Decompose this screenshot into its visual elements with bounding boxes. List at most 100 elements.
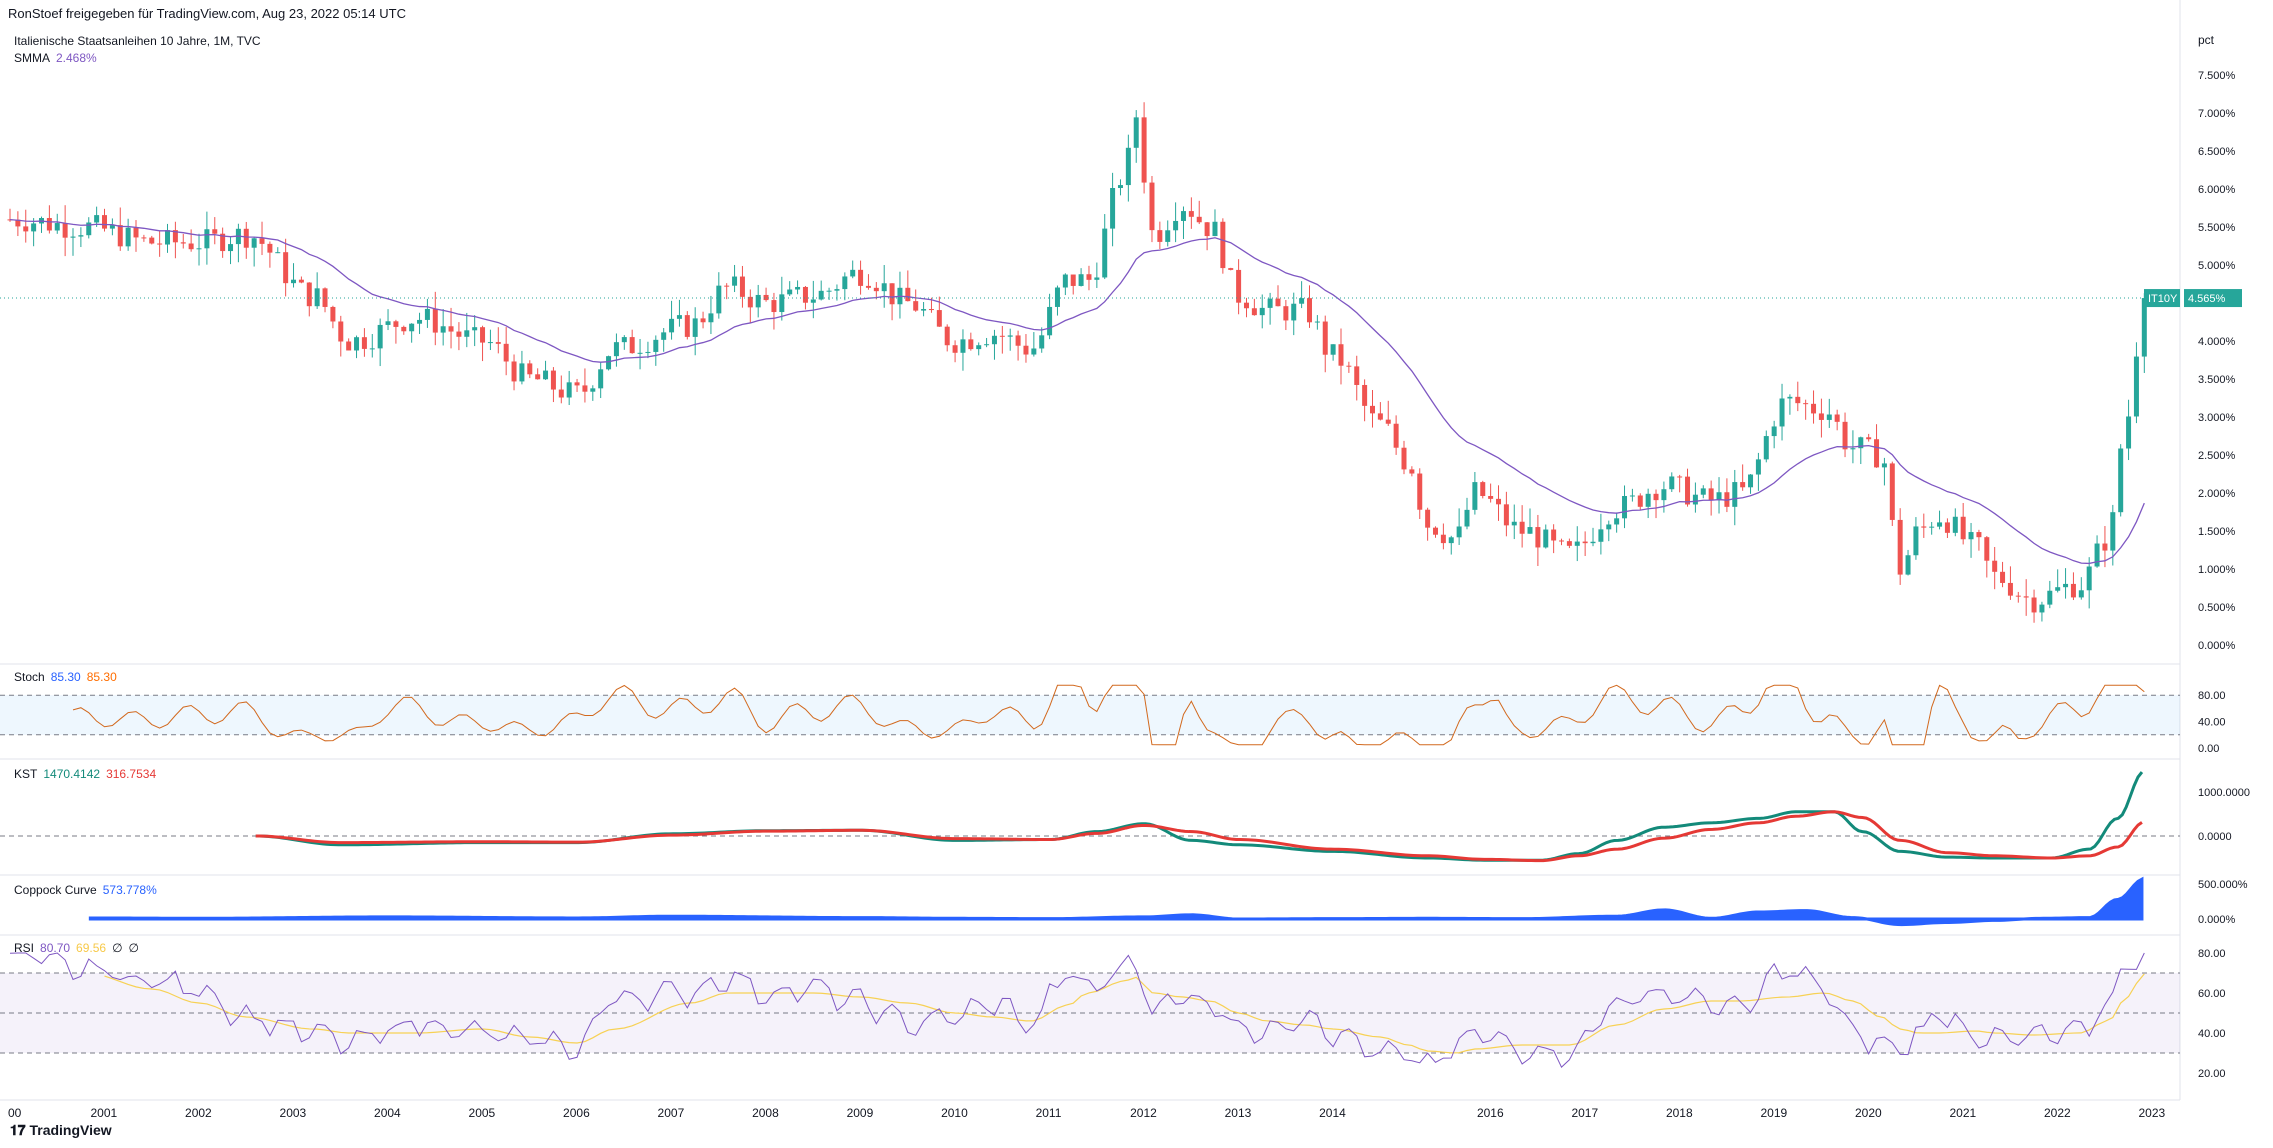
candle-body <box>1984 537 1990 561</box>
candle-body <box>1503 504 1509 526</box>
tradingview-logo[interactable]: 𝟏𝟕 TradingView <box>10 1122 112 1139</box>
candle-body <box>109 225 115 229</box>
price-tick-label: 6.500% <box>2198 146 2236 158</box>
candle-body <box>1039 335 1045 349</box>
candle-body <box>787 289 793 295</box>
price-tick-label: 1.000% <box>2198 564 2236 576</box>
candle-body <box>220 233 226 252</box>
candle-body <box>401 326 407 332</box>
time-tick-label: 2020 <box>1855 1106 1882 1120</box>
candle-body <box>1811 403 1817 414</box>
candle-body <box>763 294 769 301</box>
candle-body <box>1716 492 1722 501</box>
candle-body <box>1165 230 1171 242</box>
candle-body <box>472 327 478 331</box>
candle-body <box>1393 423 1399 448</box>
candle-body <box>1283 306 1289 321</box>
candle-body <box>23 226 29 232</box>
price-tick-label: 1.500% <box>2198 526 2236 538</box>
candle-body <box>1590 541 1596 544</box>
candle-body <box>1598 529 1604 542</box>
time-tick-label: 2003 <box>280 1106 307 1120</box>
candle-body <box>921 309 927 311</box>
time-tick-label: 2023 <box>2139 1106 2166 1120</box>
symbol-title[interactable]: Italienische Staatsanleihen 10 Jahre, 1M… <box>14 34 261 48</box>
candle-body <box>1125 147 1131 186</box>
candle-body <box>2031 597 2037 613</box>
candle-body <box>1519 521 1525 534</box>
candle-body <box>621 337 627 343</box>
candle-body <box>1874 439 1880 468</box>
stoch-tick-label: 0.00 <box>2198 743 2219 755</box>
time-tick-label: 2021 <box>1949 1106 1976 1120</box>
candle-body <box>858 269 864 286</box>
rsi-legend[interactable]: RSI 80.70 69.56 ∅ ∅ <box>14 941 139 955</box>
candle-body <box>700 318 706 323</box>
candle-body <box>1291 303 1297 321</box>
rsi-extra-2: ∅ <box>128 941 139 955</box>
stoch-legend-label: Stoch <box>14 670 45 684</box>
rsi-tick-label: 80.00 <box>2198 948 2226 960</box>
candle-body <box>2110 512 2116 551</box>
stoch-legend[interactable]: Stoch 85.30 85.30 <box>14 670 117 684</box>
candle-body <box>1677 476 1683 478</box>
candle-body <box>2047 590 2053 605</box>
candle-body <box>1527 527 1533 534</box>
candle-body <box>1850 448 1856 450</box>
candle-body <box>62 223 68 238</box>
candle-body <box>369 348 375 350</box>
candle-body <box>330 306 336 322</box>
candle-body <box>645 351 651 353</box>
candle-body <box>850 269 856 277</box>
candle-body <box>1952 516 1958 533</box>
coppock-tick-label: 0.000% <box>2198 914 2236 926</box>
candle-body <box>2126 416 2132 449</box>
candle-body <box>1653 493 1659 501</box>
kst-signal-value: 316.7534 <box>106 767 157 781</box>
candle-body <box>1566 541 1572 546</box>
smma-legend[interactable]: SMMA 2.468% <box>14 51 97 65</box>
candle-body <box>905 287 911 302</box>
candle-body <box>527 363 533 375</box>
candle-body <box>1732 482 1738 507</box>
candle-body <box>1842 421 1848 450</box>
tradingview-logo-icon: 𝟏𝟕 <box>10 1122 30 1138</box>
candle-body <box>54 223 60 231</box>
candle-body <box>1015 335 1021 346</box>
candle-body <box>1369 405 1375 414</box>
candle-body <box>1614 518 1620 525</box>
candle-body <box>1157 230 1163 242</box>
candle-body <box>818 290 824 300</box>
price-tick-label: 0.000% <box>2198 640 2236 652</box>
candle-body <box>928 309 934 311</box>
candle-body <box>2039 604 2045 613</box>
candle-body <box>1574 541 1580 546</box>
candle-body <box>1472 482 1478 510</box>
candle-body <box>361 337 367 349</box>
smma-legend-label: SMMA <box>14 51 50 65</box>
candle-body <box>1062 274 1068 288</box>
time-tick-label: 2016 <box>1477 1106 1504 1120</box>
candle-body <box>409 323 415 332</box>
candle-body <box>1149 182 1155 231</box>
candle-body <box>1259 307 1265 316</box>
candle-body <box>1929 526 1935 528</box>
stoch-k-value: 85.30 <box>50 670 81 684</box>
candle-body <box>141 237 147 239</box>
candle-body <box>1141 117 1147 183</box>
candle-body <box>1377 413 1383 420</box>
candle-body <box>629 337 635 354</box>
candle-body <box>1440 534 1446 544</box>
candle-body <box>550 370 556 390</box>
coppock-legend[interactable]: Coppock Curve 573.778% <box>14 883 157 897</box>
price-tick-label: 5.500% <box>2198 222 2236 234</box>
candle-body <box>613 342 619 357</box>
candle-body <box>464 330 470 337</box>
candle-body <box>1188 211 1194 217</box>
kst-legend[interactable]: KST 1470.4142 316.7534 <box>14 767 156 781</box>
candle-body <box>1173 220 1179 231</box>
candle-body <box>346 341 352 351</box>
candle-body <box>944 326 950 346</box>
candle-body <box>480 327 486 343</box>
candle-body <box>1362 384 1368 406</box>
